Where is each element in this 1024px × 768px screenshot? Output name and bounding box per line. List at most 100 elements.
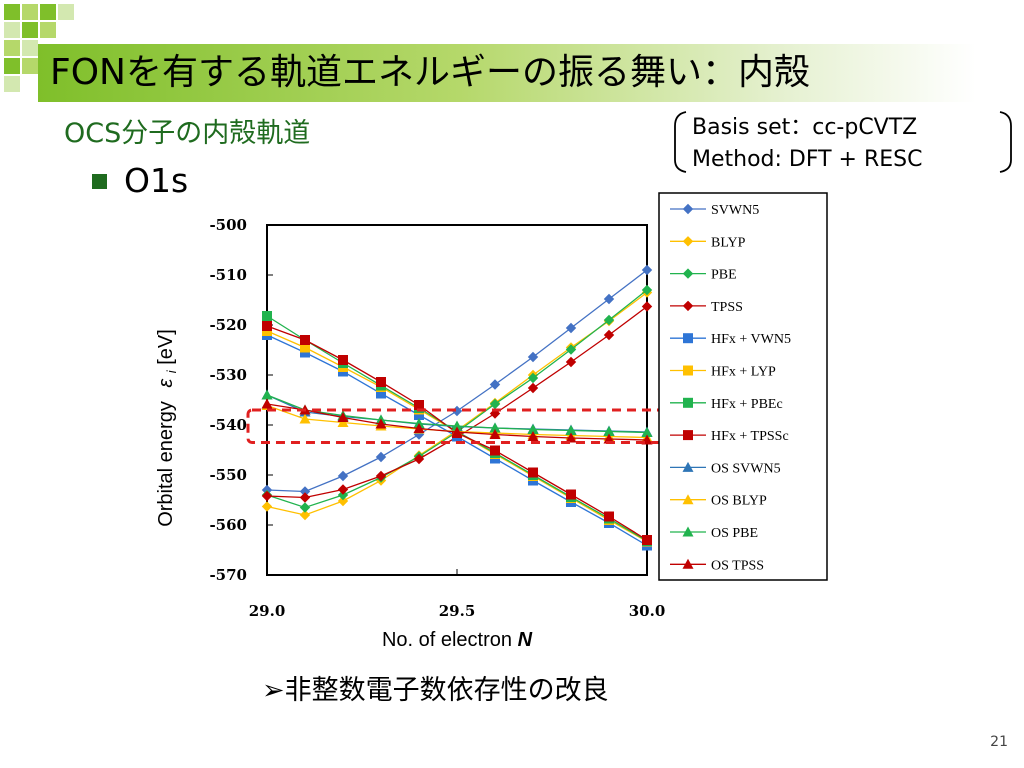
legend-label: SVWN5 xyxy=(711,203,759,218)
legend-label: HFx + LYP xyxy=(711,365,776,380)
data-point xyxy=(375,470,387,482)
data-point xyxy=(414,410,424,420)
legend-item: TPSS xyxy=(670,300,743,315)
y-tick-label: -500 xyxy=(209,216,247,234)
bullet-text: O1s xyxy=(124,161,189,200)
data-point xyxy=(527,424,539,434)
data-point xyxy=(603,314,615,326)
data-point xyxy=(262,321,272,331)
legend-label: HFx + PBEc xyxy=(711,397,783,412)
data-point xyxy=(299,502,311,513)
x-axis-title: No. of electron N xyxy=(382,629,533,651)
method-label: Method: DFT + RESC xyxy=(692,147,923,172)
data-point xyxy=(414,400,424,410)
data-point xyxy=(489,379,501,390)
data-point xyxy=(682,558,694,569)
data-point xyxy=(682,268,694,279)
data-point xyxy=(565,322,577,334)
data-point xyxy=(527,372,539,384)
legend-item: OS BLYP xyxy=(670,494,767,509)
data-point xyxy=(603,426,615,436)
data-point xyxy=(376,377,386,387)
series-layer xyxy=(261,264,653,551)
page-number: 21 xyxy=(990,734,1008,750)
data-point xyxy=(527,382,539,394)
legend-label: HFx + VWN5 xyxy=(711,332,791,347)
conclusion-text: ➢非整数電子数依存性の改良 xyxy=(262,675,609,706)
data-point xyxy=(300,335,310,345)
legend-item: OS SVWN5 xyxy=(670,461,781,476)
decorative-green-squares xyxy=(4,4,74,92)
data-point xyxy=(337,470,349,482)
data-point xyxy=(261,490,273,502)
data-point xyxy=(683,430,693,441)
y-tick-label: -550 xyxy=(209,466,247,484)
data-point xyxy=(527,351,539,363)
data-point xyxy=(337,489,349,501)
data-point xyxy=(682,203,694,215)
data-point xyxy=(261,389,273,400)
data-point xyxy=(451,420,463,431)
legend-label: OS PBE xyxy=(711,526,758,541)
y-tick-label: -530 xyxy=(209,366,247,384)
legend-item: SVWN5 xyxy=(670,203,759,218)
data-point xyxy=(261,501,273,512)
series-svwn5 xyxy=(261,264,653,497)
data-point xyxy=(641,301,653,312)
method-brackets xyxy=(674,111,1012,173)
plot-frame xyxy=(266,224,648,576)
data-point xyxy=(641,427,653,437)
data-point xyxy=(641,284,653,296)
x-tick-label: 29.5 xyxy=(439,602,476,620)
legend-label: TPSS xyxy=(711,300,743,315)
y-axis-ticks: -500 -510 -520 -530 -540 -550 -560 -570 xyxy=(209,216,273,584)
legend-label: BLYP xyxy=(711,235,746,250)
data-point xyxy=(683,365,693,376)
data-point xyxy=(489,422,501,433)
slide-title: FONを有する軌道エネルギーの振る舞い：内殻 xyxy=(50,52,810,93)
data-point xyxy=(603,293,615,305)
data-point xyxy=(527,431,539,441)
data-point xyxy=(337,484,349,495)
y-tick-label: -540 xyxy=(209,416,247,434)
legend-label: OS SVWN5 xyxy=(711,461,781,476)
legend-item: BLYP xyxy=(670,235,746,250)
data-point xyxy=(375,418,387,429)
data-point xyxy=(299,509,311,521)
legend-item: HFx + PBEc xyxy=(670,397,783,412)
data-point xyxy=(338,355,348,365)
data-point xyxy=(337,412,349,422)
data-point xyxy=(683,333,693,344)
data-point xyxy=(413,453,425,465)
legend-label: OS BLYP xyxy=(711,494,767,509)
y-tick-label: -560 xyxy=(209,516,247,534)
data-point xyxy=(565,425,577,435)
data-point xyxy=(299,492,311,503)
basis-set-label: Basis set：cc-pCVTZ xyxy=(692,115,918,140)
data-point xyxy=(413,423,425,433)
data-point xyxy=(682,461,694,472)
x-tick-label: 29.0 xyxy=(249,602,286,620)
data-point xyxy=(603,329,615,341)
data-point xyxy=(490,445,500,456)
legend: SVWN5 BLYP PBE TPSS HFx + VWN5 HFx + LYP HFx +… xyxy=(670,203,791,573)
title-bar xyxy=(38,44,976,102)
slide-subtitle: OCS分子の内殻軌道 xyxy=(64,118,311,149)
legend-item: OS PBE xyxy=(670,526,758,541)
data-point xyxy=(337,495,349,507)
data-point xyxy=(376,388,386,399)
data-point xyxy=(262,311,272,321)
data-point xyxy=(565,344,577,355)
x-axis-ticks: 29.0 29.5 30.0 xyxy=(249,569,665,620)
data-point xyxy=(682,236,694,247)
y-tick-label: -520 xyxy=(209,316,247,334)
data-point xyxy=(683,397,693,408)
legend-item: HFx + VWN5 xyxy=(670,332,791,347)
data-point xyxy=(682,526,694,537)
y-tick-label: -510 xyxy=(209,266,247,284)
data-point xyxy=(566,489,576,500)
data-point xyxy=(682,300,694,312)
legend-item: OS TPSS xyxy=(670,558,764,573)
legend-box xyxy=(658,192,828,581)
